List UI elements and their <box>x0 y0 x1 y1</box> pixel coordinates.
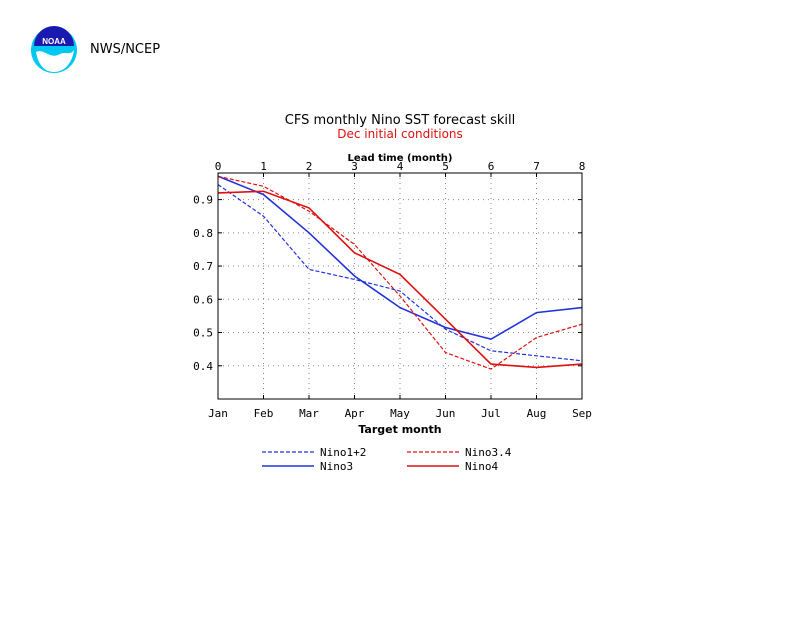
series-line-nino3-4 <box>217 175 583 370</box>
chart-subtitle: Dec initial conditions <box>337 127 463 141</box>
grid <box>218 173 582 399</box>
series-lines <box>217 175 583 370</box>
x-tick-label-month: Sep <box>572 407 592 420</box>
legend-label: Nino4 <box>465 460 498 473</box>
series-line-nino3 <box>217 175 583 341</box>
x-tick-label-month: Mar <box>299 407 319 420</box>
y-tick-label: 0.4 <box>193 360 213 373</box>
y-tick-label: 0.7 <box>193 260 213 273</box>
x-tick-label-month: Jun <box>436 407 456 420</box>
noaa-logo-bird <box>36 50 74 72</box>
x-tick-label-lead: 2 <box>306 160 313 173</box>
y-tick-label: 0.6 <box>193 293 213 306</box>
x-tick-label-lead: 6 <box>488 160 495 173</box>
x-tick-label-month: Feb <box>254 407 274 420</box>
series-line-nino1-2 <box>217 184 583 362</box>
x-tick-label-lead: 7 <box>533 160 540 173</box>
legend-label: Nino3 <box>320 460 353 473</box>
x-tick-label-lead: 5 <box>442 160 449 173</box>
legend-label: Nino3.4 <box>465 446 512 459</box>
x-tick-label-lead: 4 <box>397 160 404 173</box>
series-line-nino4 <box>217 190 583 369</box>
noaa-logo: NOAA <box>31 26 77 73</box>
noaa-logo-top <box>34 26 74 46</box>
plot-frame <box>217 172 583 400</box>
x-tick-label-month: Jan <box>208 407 228 420</box>
lead-time-axis-label: Lead time (month) <box>348 153 453 164</box>
x-tick-label-lead: 3 <box>351 160 358 173</box>
noaa-logo-text: NOAA <box>42 37 66 46</box>
axes: Jan 0 Feb 1 Mar 2 Apr 3 May 4 Jun 5 Jul 6 Aug 7 Sep 8 0.4 0… <box>193 160 592 420</box>
x-tick-label-month: Apr <box>345 407 365 420</box>
x-tick-label-lead: 8 <box>579 160 586 173</box>
x-tick-label-month: Aug <box>527 407 547 420</box>
y-tick-label: 0.8 <box>193 227 213 240</box>
x-tick-label-month: May <box>390 407 410 420</box>
target-month-axis-label: Target month <box>358 423 441 436</box>
x-tick-label-lead: 1 <box>260 160 267 173</box>
legend-label: Nino1+2 <box>320 446 366 459</box>
y-tick-label: 0.5 <box>193 327 213 340</box>
y-tick-label: 0.9 <box>193 194 213 207</box>
x-tick-label-lead: 0 <box>215 160 222 173</box>
org-label: NWS/NCEP <box>90 42 161 57</box>
chart-title: CFS monthly Nino SST forecast skill <box>285 113 515 128</box>
x-tick-label-month: Jul <box>481 407 501 420</box>
